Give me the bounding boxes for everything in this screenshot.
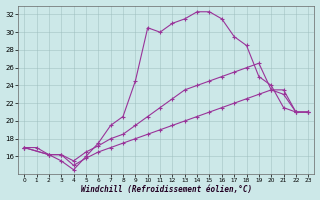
X-axis label: Windchill (Refroidissement éolien,°C): Windchill (Refroidissement éolien,°C) — [81, 185, 252, 194]
